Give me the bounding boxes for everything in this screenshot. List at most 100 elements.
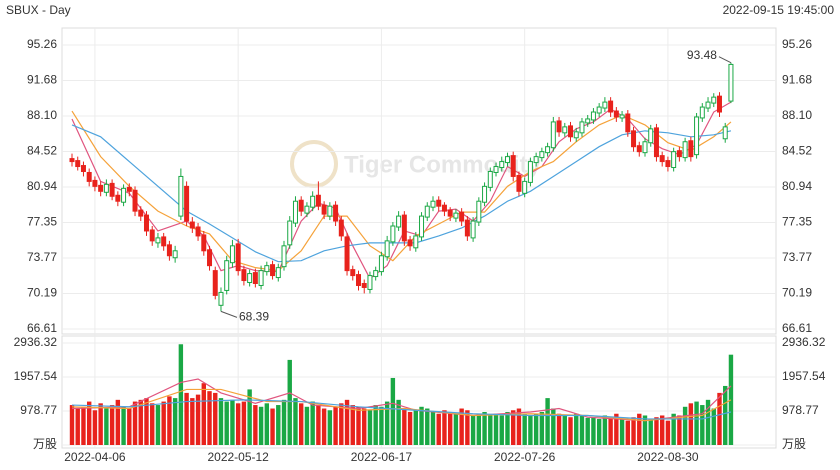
y-tick-label: 66.61 xyxy=(27,321,57,335)
y2-tick-label: 73.77 xyxy=(782,250,812,264)
low-marker: 68.39 xyxy=(239,310,269,324)
candle-body xyxy=(258,270,264,286)
volume-bar xyxy=(499,415,504,445)
volume-bar xyxy=(121,406,126,445)
candle-body xyxy=(143,214,149,232)
candle-body xyxy=(625,113,631,133)
volume-frame xyxy=(61,335,777,449)
candle-body xyxy=(470,220,476,239)
candle-body xyxy=(80,165,86,172)
candle-body xyxy=(401,214,407,242)
candle-body xyxy=(447,209,453,217)
candle-body xyxy=(499,161,505,169)
volume-bar xyxy=(367,410,373,445)
volume-bar xyxy=(705,399,711,445)
y2-tick-label: 91.68 xyxy=(782,73,812,87)
candle-body xyxy=(350,269,356,277)
y-tick-label: 80.94 xyxy=(27,179,57,193)
candle-body xyxy=(86,171,92,182)
candle-body xyxy=(252,272,258,285)
volume-bar xyxy=(327,410,333,445)
candle-body xyxy=(590,111,596,121)
candle-body xyxy=(487,170,493,188)
candle-body xyxy=(161,236,167,247)
moving-average xyxy=(71,388,732,422)
y-tick-label: 70.19 xyxy=(27,286,57,300)
volume-bar xyxy=(321,408,327,445)
y-tick-label: 77.35 xyxy=(27,215,57,229)
candle-body xyxy=(728,63,734,102)
y2-tick-label: 77.35 xyxy=(782,215,812,229)
y2-tick-label: 88.10 xyxy=(782,108,812,122)
candle-body xyxy=(504,156,510,164)
candle-body xyxy=(327,205,333,217)
volume-bar xyxy=(533,413,539,445)
volume-bar xyxy=(390,377,396,445)
x-tick-label: 2022-06-17 xyxy=(351,450,413,464)
candle-body xyxy=(539,151,545,159)
x-tick-label: 2022-04-06 xyxy=(64,450,126,464)
y2-tick-label: 84.52 xyxy=(782,144,812,158)
candle-body xyxy=(224,260,230,291)
candle-body xyxy=(304,205,310,214)
candle-body xyxy=(201,234,207,252)
volume-bar xyxy=(682,406,688,445)
volume-bar xyxy=(190,398,195,445)
volume-bar xyxy=(619,418,625,445)
volume-bar xyxy=(92,410,98,445)
candle-body xyxy=(132,189,138,212)
candle-body xyxy=(264,265,270,273)
volume-bar xyxy=(539,411,545,445)
volume-bar xyxy=(178,344,184,445)
chart-title: SBUX - Day xyxy=(6,3,71,17)
candle-body xyxy=(441,204,447,212)
volume-bar xyxy=(299,403,304,445)
candle-body xyxy=(396,215,402,228)
y2-tick-label: 70.19 xyxy=(782,286,812,300)
candle-body xyxy=(315,194,321,207)
volume-bar xyxy=(419,406,424,445)
candle-body xyxy=(195,226,201,237)
watermark-logo xyxy=(290,140,338,188)
volume-bar xyxy=(648,418,653,445)
volume-bar xyxy=(247,389,252,445)
candle-body xyxy=(69,158,75,163)
volume-bar xyxy=(287,359,292,445)
candle-body xyxy=(218,291,224,306)
candle-body xyxy=(166,244,172,257)
candle-body xyxy=(115,194,121,202)
y-tick-label: 73.77 xyxy=(27,250,57,264)
candle-body xyxy=(648,128,654,144)
volume-bar xyxy=(413,410,418,445)
volume-bar xyxy=(276,405,281,445)
volume-bar xyxy=(602,415,608,445)
candle-body xyxy=(367,275,373,290)
volume-bar xyxy=(522,413,527,445)
candle-body xyxy=(378,255,384,273)
volume-bar xyxy=(333,406,338,445)
candle-body xyxy=(356,274,361,286)
volume-bar xyxy=(614,413,619,445)
volume-bar xyxy=(637,413,642,445)
candle-body xyxy=(613,110,619,118)
volume-bar xyxy=(442,410,447,445)
volume-bar xyxy=(207,391,212,445)
volume-bar xyxy=(556,413,562,445)
candle-body xyxy=(75,160,81,168)
candle-body xyxy=(310,195,316,208)
y2-tick-label: 万股 xyxy=(782,437,806,451)
candle-body xyxy=(109,182,115,197)
candle-body xyxy=(636,145,642,153)
candle-body xyxy=(522,180,528,194)
volume-bar xyxy=(488,414,493,445)
y-tick-label: 95.26 xyxy=(27,37,57,51)
volume-bar xyxy=(459,408,464,445)
candle-body xyxy=(464,219,470,237)
candle-body xyxy=(184,185,190,222)
candle-body xyxy=(247,273,253,284)
moving-average xyxy=(71,399,732,420)
y-tick-label: 91.68 xyxy=(27,73,57,87)
volume-bar xyxy=(516,408,522,445)
candle-body xyxy=(722,126,728,140)
candle-body xyxy=(579,121,585,134)
